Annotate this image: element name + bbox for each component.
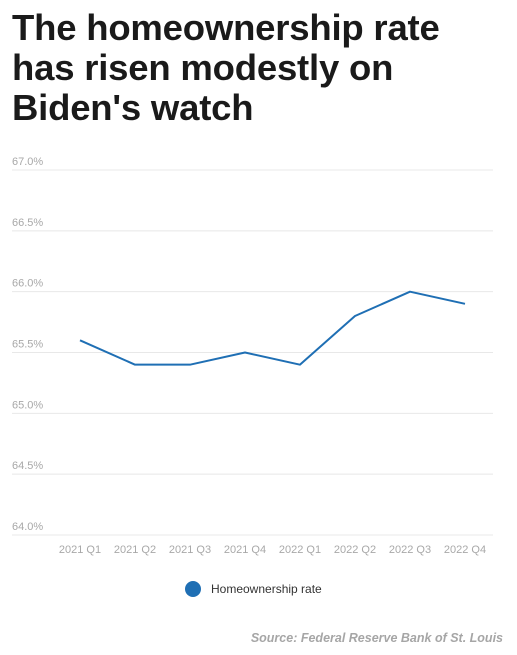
source-note: Source: Federal Reserve Bank of St. Loui… [250, 631, 503, 645]
x-tick-label: 2022 Q4 [444, 544, 486, 556]
series-line[interactable] [79, 290, 466, 366]
y-tick-label: 65.0% [12, 399, 43, 411]
x-tick-label: 2022 Q1 [279, 544, 321, 556]
legend[interactable]: Homeownership rate [185, 580, 322, 598]
y-tick-label: 66.0% [12, 278, 43, 290]
x-tick-label: 2021 Q2 [114, 544, 156, 556]
chart-title: The homeownership rate has risen modestl… [12, 7, 440, 128]
x-tick-label: 2021 Q3 [169, 544, 211, 556]
x-tick-label: 2021 Q1 [59, 544, 101, 556]
y-tick-label: 65.5% [12, 339, 43, 351]
x-tick-label: 2021 Q4 [224, 544, 266, 556]
series-homeownership-rate [79, 290, 466, 366]
legend-marker [185, 581, 201, 597]
y-axis-tick-labels: 64.0% 64.5% 65.0% 65.5% 66.0% 66.5% 67.0% [12, 156, 43, 533]
gridlines [12, 169, 493, 536]
y-tick-label: 64.5% [12, 460, 43, 472]
legend-label: Homeownership rate [211, 582, 322, 596]
y-tick-label: 64.0% [12, 521, 43, 533]
x-tick-label: 2022 Q2 [334, 544, 376, 556]
y-tick-label: 66.5% [12, 217, 43, 229]
line-chart: 64.0% 64.5% 65.0% 65.5% 66.0% 66.5% 67.0% 2021… [12, 156, 493, 556]
y-tick-label: 67.0% [12, 156, 43, 168]
x-tick-label: 2022 Q3 [389, 544, 431, 556]
x-axis-tick-labels: 2021 Q1 2021 Q2 2021 Q3 2021 Q4 2022 Q1 2022 … [59, 544, 486, 556]
